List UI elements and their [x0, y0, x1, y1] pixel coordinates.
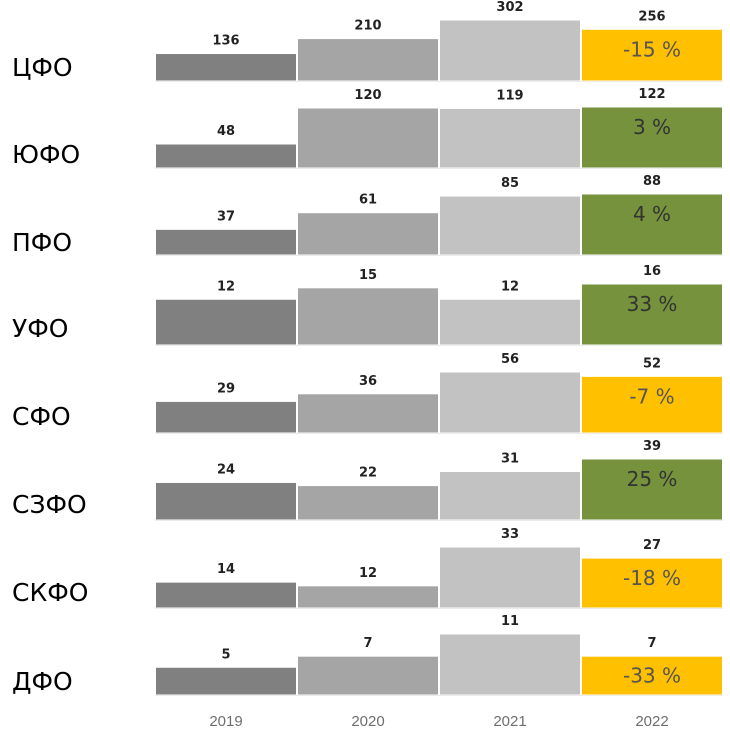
- value-label: 7: [363, 636, 372, 651]
- value-label: 52: [643, 356, 661, 371]
- bar-2021: [439, 633, 581, 696]
- value-label: 22: [359, 466, 377, 481]
- bar-2022: [581, 458, 723, 521]
- change-label: 4 %: [633, 202, 671, 226]
- value-label: 119: [496, 89, 523, 104]
- value-label: 302: [496, 0, 523, 15]
- bar-2021: [439, 298, 581, 346]
- region-label: ЮФО: [12, 140, 80, 169]
- value-label: 5: [221, 647, 230, 662]
- region-label: ПФО: [12, 228, 72, 257]
- bar-2019: [155, 581, 297, 609]
- change-label: -33 %: [623, 664, 681, 688]
- bar-2019: [155, 666, 297, 696]
- value-label: 12: [359, 566, 377, 581]
- value-label: 29: [217, 381, 235, 396]
- value-label: 31: [501, 452, 519, 467]
- value-label: 7: [647, 636, 656, 651]
- value-label: 36: [359, 374, 377, 389]
- bar-2019: [155, 53, 297, 82]
- x-tick-label: 2021: [493, 713, 526, 730]
- value-label: 48: [217, 124, 235, 139]
- region-label: ДФО: [12, 667, 73, 696]
- bar-2019: [155, 400, 297, 434]
- value-label: 120: [354, 88, 381, 103]
- value-label: 12: [217, 279, 235, 294]
- bar-2020: [297, 485, 439, 521]
- value-label: 37: [217, 209, 235, 224]
- change-label: 33 %: [627, 292, 678, 316]
- bar-2021: [439, 108, 581, 169]
- bar-2022: [581, 557, 723, 609]
- value-label: 24: [217, 462, 235, 477]
- x-tick-label: 2022: [635, 713, 668, 730]
- bar-2022: [581, 193, 723, 256]
- bar-2022: [581, 655, 723, 696]
- bar-2019: [155, 298, 297, 346]
- value-label: 15: [359, 268, 377, 283]
- value-label: 210: [354, 19, 381, 34]
- bar-2020: [297, 287, 439, 346]
- region-label: СЗФО: [12, 490, 87, 519]
- bar-2020: [297, 655, 439, 696]
- bar-2021: [439, 371, 581, 434]
- value-label: 56: [501, 352, 519, 367]
- bar-2019: [155, 143, 297, 169]
- region-label: УФО: [12, 314, 68, 343]
- value-label: 27: [643, 538, 661, 553]
- value-label: 61: [359, 193, 377, 208]
- value-label: 12: [501, 279, 519, 294]
- bar-2020: [297, 393, 439, 434]
- value-label: 88: [643, 174, 661, 189]
- value-label: 122: [638, 87, 665, 102]
- bar-2021: [439, 19, 581, 82]
- change-label: 25 %: [627, 467, 678, 491]
- value-label: 16: [643, 264, 661, 279]
- change-label: -15 %: [623, 37, 681, 61]
- bar-2020: [297, 212, 439, 256]
- x-tick-label: 2020: [351, 713, 384, 730]
- bar-2021: [439, 471, 581, 521]
- change-label: -18 %: [623, 566, 681, 590]
- bar-2022: [581, 28, 723, 82]
- bar-2022: [581, 375, 723, 434]
- value-label: 85: [501, 176, 519, 191]
- bar-2020: [297, 38, 439, 82]
- value-label: 14: [217, 562, 235, 577]
- value-label: 136: [212, 34, 239, 49]
- bar-2022: [581, 106, 723, 169]
- region-label: СКФО: [12, 578, 88, 607]
- bar-2022: [581, 283, 723, 346]
- value-label: 11: [501, 614, 519, 629]
- bar-2020: [297, 585, 439, 609]
- bar-2021: [439, 546, 581, 609]
- region-label: СФО: [12, 402, 71, 431]
- change-label: -7 %: [629, 384, 674, 408]
- bar-2019: [155, 481, 297, 521]
- x-tick-label: 2019: [209, 713, 242, 730]
- region-label: ЦФО: [12, 53, 73, 82]
- bar-2021: [439, 195, 581, 256]
- value-label: 256: [638, 9, 665, 24]
- bar-2020: [297, 107, 439, 169]
- value-label: 39: [643, 439, 661, 454]
- change-label: 3 %: [633, 115, 671, 139]
- bar-2019: [155, 228, 297, 256]
- value-label: 33: [501, 527, 519, 542]
